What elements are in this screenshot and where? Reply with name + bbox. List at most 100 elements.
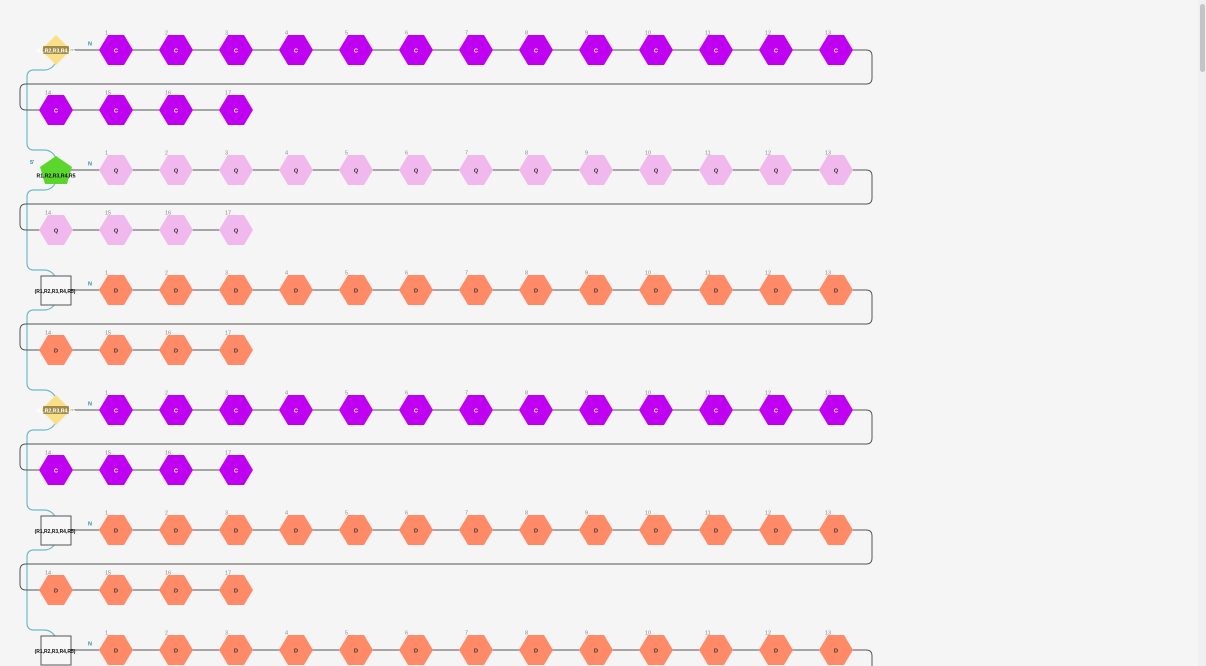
monomer-hexagon[interactable] xyxy=(819,35,853,65)
monomer-hexagon[interactable] xyxy=(699,635,733,665)
monomer-hexagon[interactable] xyxy=(339,515,373,545)
monomer-hexagon[interactable] xyxy=(219,155,253,185)
monomer-hexagon[interactable] xyxy=(579,275,613,305)
monomer-hexagon[interactable] xyxy=(639,35,673,65)
monomer-hexagon[interactable] xyxy=(639,515,673,545)
monomer-hexagon[interactable] xyxy=(639,275,673,305)
monomer-hexagon[interactable] xyxy=(339,275,373,305)
monomer-hexagon[interactable] xyxy=(339,155,373,185)
monomer-hexagon[interactable] xyxy=(219,395,253,425)
monomer-hexagon[interactable] xyxy=(399,635,433,665)
scrollbar-thumb[interactable] xyxy=(1200,4,1205,72)
monomer-hexagon[interactable] xyxy=(279,395,313,425)
monomer-hexagon[interactable] xyxy=(339,395,373,425)
monomer-hexagon[interactable] xyxy=(399,515,433,545)
monomer-hexagon[interactable] xyxy=(519,35,553,65)
monomer-hexagon[interactable] xyxy=(759,35,793,65)
monomer-hexagon[interactable] xyxy=(579,155,613,185)
monomer-hexagon[interactable] xyxy=(99,515,133,545)
monomer-hexagon[interactable] xyxy=(99,635,133,665)
monomer-hexagon[interactable] xyxy=(99,275,133,305)
monomer-hexagon[interactable] xyxy=(39,575,73,605)
monomer-hexagon[interactable] xyxy=(819,275,853,305)
monomer-hexagon[interactable] xyxy=(399,35,433,65)
monomer-hexagon[interactable] xyxy=(639,635,673,665)
monomer-hexagon[interactable] xyxy=(219,455,253,485)
monomer-hexagon[interactable] xyxy=(459,515,493,545)
monomer-hexagon[interactable] xyxy=(759,395,793,425)
monomer-hexagon[interactable] xyxy=(159,155,193,185)
monomer-hexagon[interactable] xyxy=(579,515,613,545)
monomer-hexagon[interactable] xyxy=(99,455,133,485)
monomer-hexagon[interactable] xyxy=(759,155,793,185)
terminal-square[interactable] xyxy=(40,515,72,546)
monomer-hexagon[interactable] xyxy=(159,215,193,245)
monomer-hexagon[interactable] xyxy=(219,275,253,305)
monomer-hexagon[interactable] xyxy=(399,395,433,425)
monomer-hexagon[interactable] xyxy=(39,95,73,125)
monomer-hexagon[interactable] xyxy=(699,275,733,305)
monomer-hexagon[interactable] xyxy=(819,515,853,545)
terminal-square[interactable] xyxy=(40,275,72,306)
monomer-hexagon[interactable] xyxy=(339,635,373,665)
monomer-hexagon[interactable] xyxy=(219,635,253,665)
monomer-hexagon[interactable] xyxy=(159,635,193,665)
vertical-scrollbar[interactable] xyxy=(1198,0,1206,666)
monomer-hexagon[interactable] xyxy=(699,155,733,185)
monomer-hexagon[interactable] xyxy=(459,635,493,665)
monomer-hexagon[interactable] xyxy=(399,275,433,305)
monomer-hexagon[interactable] xyxy=(279,635,313,665)
monomer-hexagon[interactable] xyxy=(99,335,133,365)
monomer-hexagon[interactable] xyxy=(519,395,553,425)
monomer-hexagon[interactable] xyxy=(219,575,253,605)
monomer-hexagon[interactable] xyxy=(159,275,193,305)
monomer-hexagon[interactable] xyxy=(279,275,313,305)
monomer-hexagon[interactable] xyxy=(99,395,133,425)
monomer-hexagon[interactable] xyxy=(459,35,493,65)
monomer-hexagon[interactable] xyxy=(279,155,313,185)
monomer-hexagon[interactable] xyxy=(759,515,793,545)
monomer-hexagon[interactable] xyxy=(219,35,253,65)
monomer-hexagon[interactable] xyxy=(159,395,193,425)
monomer-hexagon[interactable] xyxy=(159,95,193,125)
monomer-hexagon[interactable] xyxy=(99,35,133,65)
monomer-hexagon[interactable] xyxy=(699,395,733,425)
monomer-hexagon[interactable] xyxy=(399,155,433,185)
monomer-hexagon[interactable] xyxy=(519,275,553,305)
monomer-hexagon[interactable] xyxy=(699,515,733,545)
monomer-hexagon[interactable] xyxy=(279,515,313,545)
monomer-hexagon[interactable] xyxy=(459,395,493,425)
monomer-hexagon[interactable] xyxy=(99,215,133,245)
monomer-hexagon[interactable] xyxy=(159,455,193,485)
monomer-hexagon[interactable] xyxy=(39,215,73,245)
monomer-hexagon[interactable] xyxy=(99,575,133,605)
monomer-hexagon[interactable] xyxy=(219,215,253,245)
monomer-hexagon[interactable] xyxy=(219,335,253,365)
monomer-hexagon[interactable] xyxy=(339,35,373,65)
monomer-hexagon[interactable] xyxy=(159,515,193,545)
monomer-hexagon[interactable] xyxy=(159,575,193,605)
monomer-hexagon[interactable] xyxy=(159,335,193,365)
monomer-hexagon[interactable] xyxy=(39,335,73,365)
monomer-hexagon[interactable] xyxy=(99,155,133,185)
monomer-hexagon[interactable] xyxy=(639,395,673,425)
monomer-hexagon[interactable] xyxy=(219,95,253,125)
monomer-hexagon[interactable] xyxy=(639,155,673,185)
monomer-hexagon[interactable] xyxy=(759,635,793,665)
monomer-hexagon[interactable] xyxy=(819,155,853,185)
monomer-hexagon[interactable] xyxy=(519,515,553,545)
terminal-pentagon[interactable] xyxy=(40,156,72,184)
monomer-hexagon[interactable] xyxy=(159,35,193,65)
monomer-hexagon[interactable] xyxy=(819,635,853,665)
monomer-hexagon[interactable] xyxy=(579,395,613,425)
monomer-hexagon[interactable] xyxy=(699,35,733,65)
monomer-hexagon[interactable] xyxy=(279,35,313,65)
monomer-hexagon[interactable] xyxy=(519,635,553,665)
monomer-hexagon[interactable] xyxy=(99,95,133,125)
monomer-hexagon[interactable] xyxy=(219,515,253,545)
monomer-hexagon[interactable] xyxy=(519,155,553,185)
monomer-hexagon[interactable] xyxy=(459,275,493,305)
monomer-hexagon[interactable] xyxy=(579,635,613,665)
monomer-hexagon[interactable] xyxy=(39,455,73,485)
monomer-hexagon[interactable] xyxy=(579,35,613,65)
